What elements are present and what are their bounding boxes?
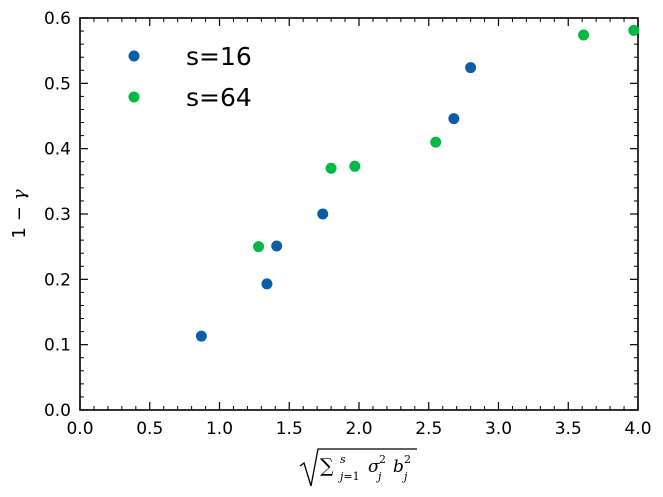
data-point-series-2: [430, 136, 442, 148]
plot-frame: [79, 17, 639, 411]
svg-text:b: b: [393, 457, 404, 477]
y-tick-label: 0.2: [44, 270, 71, 290]
axis-ticks: [79, 17, 639, 411]
svg-text:s: s: [340, 453, 346, 466]
y-tick-label: 0.4: [44, 140, 71, 160]
data-point-series-1: [195, 330, 207, 342]
svg-text:∑: ∑: [320, 455, 334, 477]
x-tick-label: 0.5: [136, 419, 163, 439]
x-tick-label: 2.0: [345, 419, 372, 439]
x-tick-label: 2.5: [415, 419, 442, 439]
data-points: [195, 24, 640, 342]
svg-text:2: 2: [404, 453, 411, 466]
svg-text:2: 2: [379, 453, 386, 466]
x-tick-label: 1.0: [206, 419, 233, 439]
legend-label: s=64: [186, 83, 252, 112]
data-point-series-1: [271, 240, 283, 252]
data-point-series-1: [448, 113, 460, 125]
x-tick-label: 0.0: [66, 419, 93, 439]
y-axis-label: 1−γ: [9, 189, 30, 239]
legend-marker: [128, 91, 140, 103]
data-point-series-2: [628, 24, 640, 36]
axis-tick-labels: 0.0 0.5 1.0 1.5 2.0 2.5 3.0 3.5 4.0 0.0 0.1 0.2 0.3 0…: [44, 9, 652, 439]
legend-marker: [128, 50, 140, 62]
x-tick-label: 1.5: [276, 419, 303, 439]
data-point-series-2: [253, 241, 265, 253]
data-point-series-1: [261, 278, 273, 290]
data-point-series-2: [349, 160, 361, 172]
legend: s=16 s=64: [128, 42, 252, 112]
x-axis-label: ∑ s j=1 σ 2 j b 2 j: [299, 448, 417, 487]
y-tick-label: 0.0: [44, 401, 71, 421]
svg-text:j=1: j=1: [337, 470, 360, 483]
x-tick-label: 3.0: [485, 419, 512, 439]
y-tick-label: 0.3: [44, 205, 71, 225]
data-point-series-2: [325, 162, 337, 174]
svg-text:j: j: [401, 470, 408, 483]
y-tick-label: 0.1: [44, 336, 71, 356]
x-tick-label: 4.0: [624, 419, 651, 439]
legend-label: s=16: [186, 42, 252, 71]
y-tick-label: 0.5: [44, 74, 71, 94]
y-tick-label: 0.6: [44, 9, 71, 29]
data-point-series-2: [578, 29, 590, 41]
data-point-series-1: [317, 208, 329, 220]
svg-text:j: j: [375, 470, 382, 483]
svg-text:σ: σ: [368, 457, 380, 477]
x-tick-label: 3.5: [555, 419, 582, 439]
sqrt-sign: [299, 448, 417, 487]
data-point-series-1: [465, 62, 477, 74]
